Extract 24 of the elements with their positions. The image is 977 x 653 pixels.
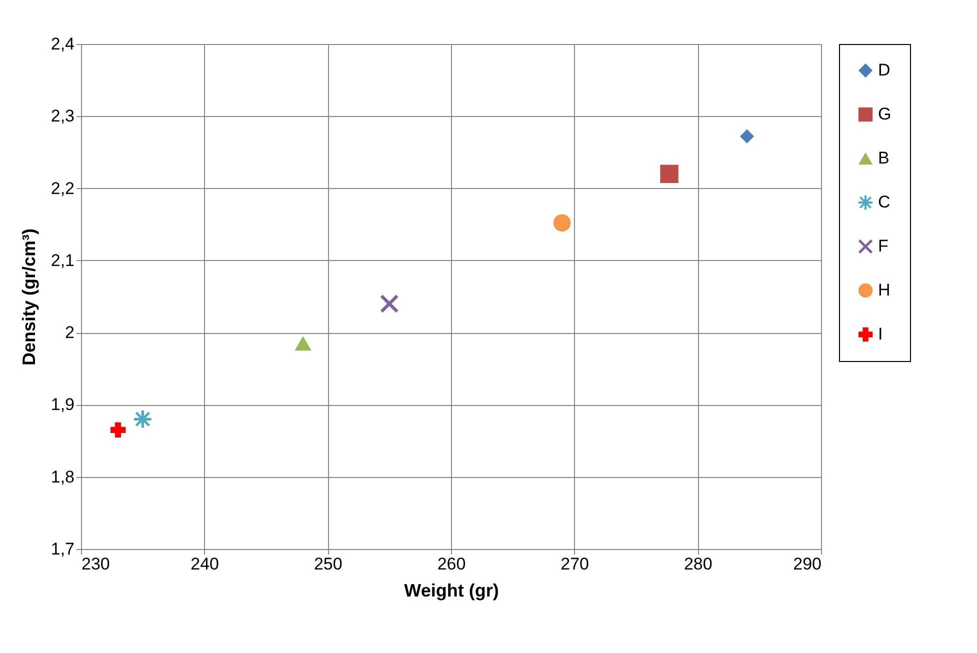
y-tick-label: 2,4 [50,34,74,54]
legend-label: B [878,148,890,168]
x-tick-label: 280 [684,554,712,574]
y-tick-label: 1,9 [50,395,74,414]
y-axis-title: Density (gr/cm³) [18,228,39,366]
x-axis-title: Weight (gr) [404,580,499,600]
y-tick-label: 2 [65,323,74,342]
legend-label: G [878,104,892,124]
legend-label: D [878,60,890,80]
x-tick-label: 290 [793,554,822,574]
legend-label: H [878,280,890,300]
y-tick-label: 1,8 [50,467,74,486]
y-tick-label: 1,7 [50,540,74,558]
y-tick-label: 2,2 [50,178,74,198]
legend-label: I [878,324,883,344]
x-tick-label: 270 [560,554,590,574]
y-tick-label: 2,3 [50,106,74,126]
x-tick-label: 260 [437,554,466,574]
x-tick-label: 230 [82,554,110,574]
x-tick-label: 240 [190,554,220,574]
legend-label: F [878,236,888,256]
x-tick-label: 250 [314,554,342,574]
legend-label: C [878,192,890,212]
y-tick-label: 2,1 [50,250,74,270]
